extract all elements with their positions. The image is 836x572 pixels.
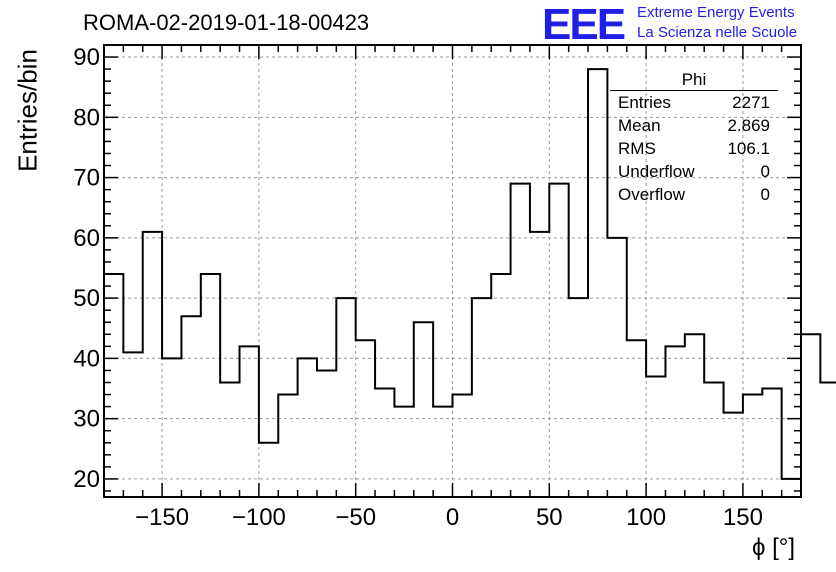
stats-value: 0: [760, 185, 770, 204]
y-tick-label: 20: [73, 466, 100, 493]
stats-row-mean: Mean 2.869: [610, 114, 778, 137]
stats-label: RMS: [618, 139, 656, 158]
stats-box: Phi Entries 2271 Mean 2.869 RMS 106.1 Under…: [610, 70, 778, 206]
x-tick-label: −100: [232, 504, 286, 531]
axis-ticks: [103, 44, 802, 497]
stats-row-rms: RMS 106.1: [610, 137, 778, 160]
y-tick-label: 50: [73, 285, 100, 312]
stats-row-overflow: Overflow 0: [610, 183, 778, 206]
y-tick-label: 80: [73, 104, 100, 131]
chart-title: ROMA-02-2019-01-18-00423: [83, 10, 370, 35]
stats-label: Underflow: [618, 162, 695, 181]
axis-tick-labels: −150 −100 −50 0 50 100 150 20 30 40 50 60 70 80 90: [73, 44, 763, 531]
x-axis-label: ϕ [°]: [752, 534, 796, 561]
x-tick-label: 0: [446, 504, 459, 531]
stats-value: 106.1: [727, 139, 770, 158]
y-axis-label: Entries/bin: [12, 49, 43, 172]
x-tick-label: 100: [626, 504, 666, 531]
logo-line-2: La Scienza nelle Scuole: [637, 24, 798, 41]
stats-value: 2.869: [727, 116, 770, 135]
stats-value: 2271: [732, 93, 770, 112]
stats-label: Entries: [618, 93, 671, 112]
y-tick-label: 40: [73, 345, 100, 372]
y-tick-label: 70: [73, 165, 100, 192]
stats-row-entries: Entries 2271: [610, 91, 778, 114]
x-tick-label: 150: [723, 504, 763, 531]
y-tick-label: 60: [73, 225, 100, 252]
x-tick-label: −50: [335, 504, 376, 531]
y-tick-label: 30: [73, 406, 100, 433]
y-tick-label: 90: [73, 44, 100, 71]
eee-logo: EEE: [542, 0, 626, 49]
stats-row-underflow: Underflow 0: [610, 160, 778, 183]
stats-value: 0: [760, 162, 770, 181]
stats-title: Phi: [610, 70, 778, 91]
stats-label: Mean: [618, 116, 661, 135]
x-tick-label: 50: [536, 504, 563, 531]
histogram-series: [104, 68, 836, 480]
stats-label: Overflow: [618, 185, 686, 204]
x-tick-label: −150: [135, 504, 189, 531]
logo-line-1: Extreme Energy Events: [637, 4, 795, 21]
